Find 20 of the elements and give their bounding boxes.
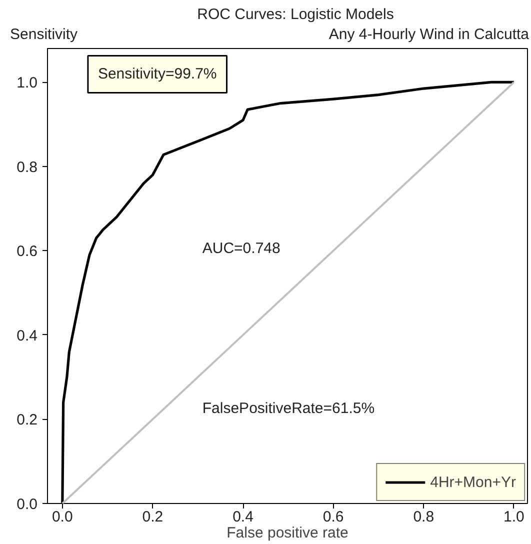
y-tick-label: 0.4 <box>16 327 38 344</box>
y-tick-label: 0.8 <box>16 158 38 176</box>
annotation: Sensitivity=99.7% <box>98 66 217 83</box>
legend-label: 4Hr+Mon+Yr <box>430 474 516 490</box>
x-tick-label: 0.0 <box>52 508 73 526</box>
x-tick-label: 0.4 <box>232 508 254 526</box>
x-tick-label: 0.8 <box>413 508 434 526</box>
x-tick-label: 0.2 <box>142 508 164 526</box>
x-tick-label: 0.6 <box>322 508 344 526</box>
y-tick-label: 0.2 <box>16 412 38 429</box>
x-tick-label: 1.0 <box>504 508 524 526</box>
chart-subtitle: Any 4-Hourly Wind in Calcutta <box>328 25 529 45</box>
annotation: AUC=0.748 <box>202 240 280 258</box>
y-axis-title: Sensitivity <box>10 25 78 45</box>
y-tick-label: 0.0 <box>16 496 38 513</box>
y-tick-label: 0.6 <box>16 243 38 260</box>
x-axis-title: False positive rate <box>226 524 348 542</box>
annotation: FalsePositiveRate=61.5% <box>202 400 375 418</box>
y-tick-label: 1.0 <box>16 74 38 92</box>
chart-title: ROC Curves: Logistic Models <box>196 5 395 25</box>
